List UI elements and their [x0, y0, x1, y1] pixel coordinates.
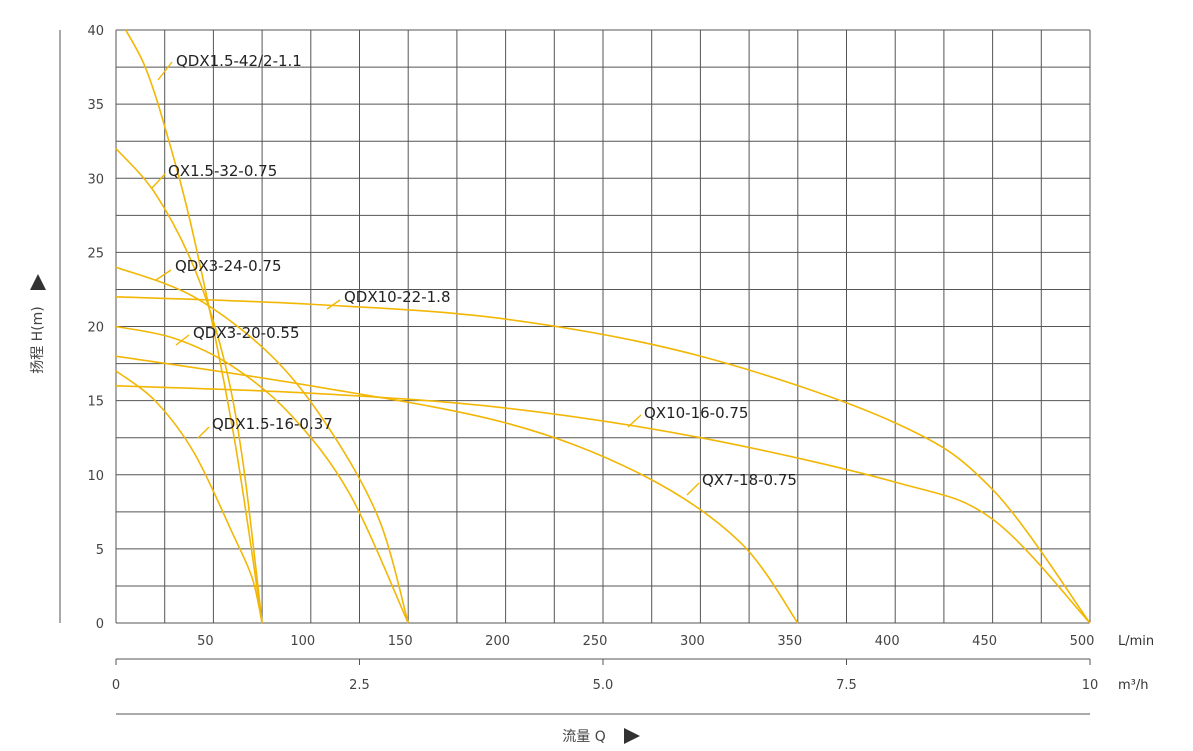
x-tick-label-lmin: 500	[1070, 634, 1095, 649]
series-curve	[115, 296, 1091, 624]
x-tick-label-lmin: 400	[875, 634, 900, 649]
x-tick-label-lmin: 50	[197, 634, 214, 649]
series-label-leader	[157, 61, 173, 81]
x-tick-label-lmin: 100	[290, 634, 315, 649]
chart-curves	[115, 29, 1091, 624]
series-curve	[115, 325, 409, 624]
y-tick-label: 10	[87, 469, 104, 484]
x-tick-label-m3h: 2.5	[349, 678, 370, 693]
x-tick-label-m3h: 0	[112, 678, 120, 693]
series-label: QDX3-20-0.55	[193, 324, 300, 342]
x-tick-label-m3h: 5.0	[593, 678, 614, 693]
y-tick-label: 40	[87, 24, 104, 39]
series-label: QX10-16-0.75	[644, 404, 748, 422]
y-axis-arrow-icon	[30, 274, 46, 290]
series-label: QDX1.5-16-0.37	[212, 415, 333, 433]
series-curve	[125, 29, 263, 624]
series-label-leader	[627, 414, 642, 428]
x-unit-m3h: m³/h	[1118, 678, 1149, 693]
y-tick-label: 35	[87, 98, 104, 113]
series-curve	[115, 266, 409, 624]
x-tick-label-lmin: 350	[777, 634, 802, 649]
series-label-leader	[686, 482, 700, 496]
series-curve	[115, 355, 799, 624]
x-tick-label-m3h: 7.5	[836, 678, 857, 693]
y-tick-label: 25	[87, 246, 104, 261]
series-curve	[115, 148, 263, 624]
y-tick-label: 15	[87, 395, 104, 410]
series-label: QX7-18-0.75	[702, 471, 797, 489]
x-axis-arrow-icon	[624, 728, 640, 744]
x-tick-label-lmin: 150	[388, 634, 413, 649]
series-label-leader	[151, 173, 166, 189]
x-tick-label-lmin: 450	[972, 634, 997, 649]
x-tick-label-lmin: 200	[485, 634, 510, 649]
y-tick-label: 30	[87, 172, 104, 187]
series-label: QX1.5-32-0.75	[168, 162, 277, 180]
chart-grid	[115, 29, 1091, 624]
chart-series-labels: QDX1.5-42/2-1.1 QX1.5-32-0.75 QDX3-24-0.75…	[151, 52, 797, 496]
x-tick-label-lmin: 250	[583, 634, 608, 649]
series-label-leader	[155, 269, 172, 281]
series-curve	[115, 385, 1091, 624]
series-label: QDX3-24-0.75	[175, 257, 282, 275]
series-label: QDX1.5-42/2-1.1	[176, 52, 302, 70]
series-curve	[115, 370, 263, 624]
series-label: QDX10-22-1.8	[344, 288, 451, 306]
series-label-leader	[326, 299, 341, 310]
x-tick-label-lmin: 300	[680, 634, 705, 649]
x-tick-label-m3h: 10	[1082, 678, 1099, 693]
x-unit-lmin: L/min	[1118, 634, 1154, 649]
x-axis-title: 流量 Q	[562, 729, 605, 745]
series-label-leader	[197, 426, 210, 439]
series-label-leader	[175, 334, 190, 346]
y-axis-title: 扬程 H(m)	[30, 306, 46, 374]
y-tick-label: 5	[96, 543, 104, 558]
y-tick-label: 0	[96, 617, 104, 632]
y-tick-label: 20	[87, 321, 104, 336]
